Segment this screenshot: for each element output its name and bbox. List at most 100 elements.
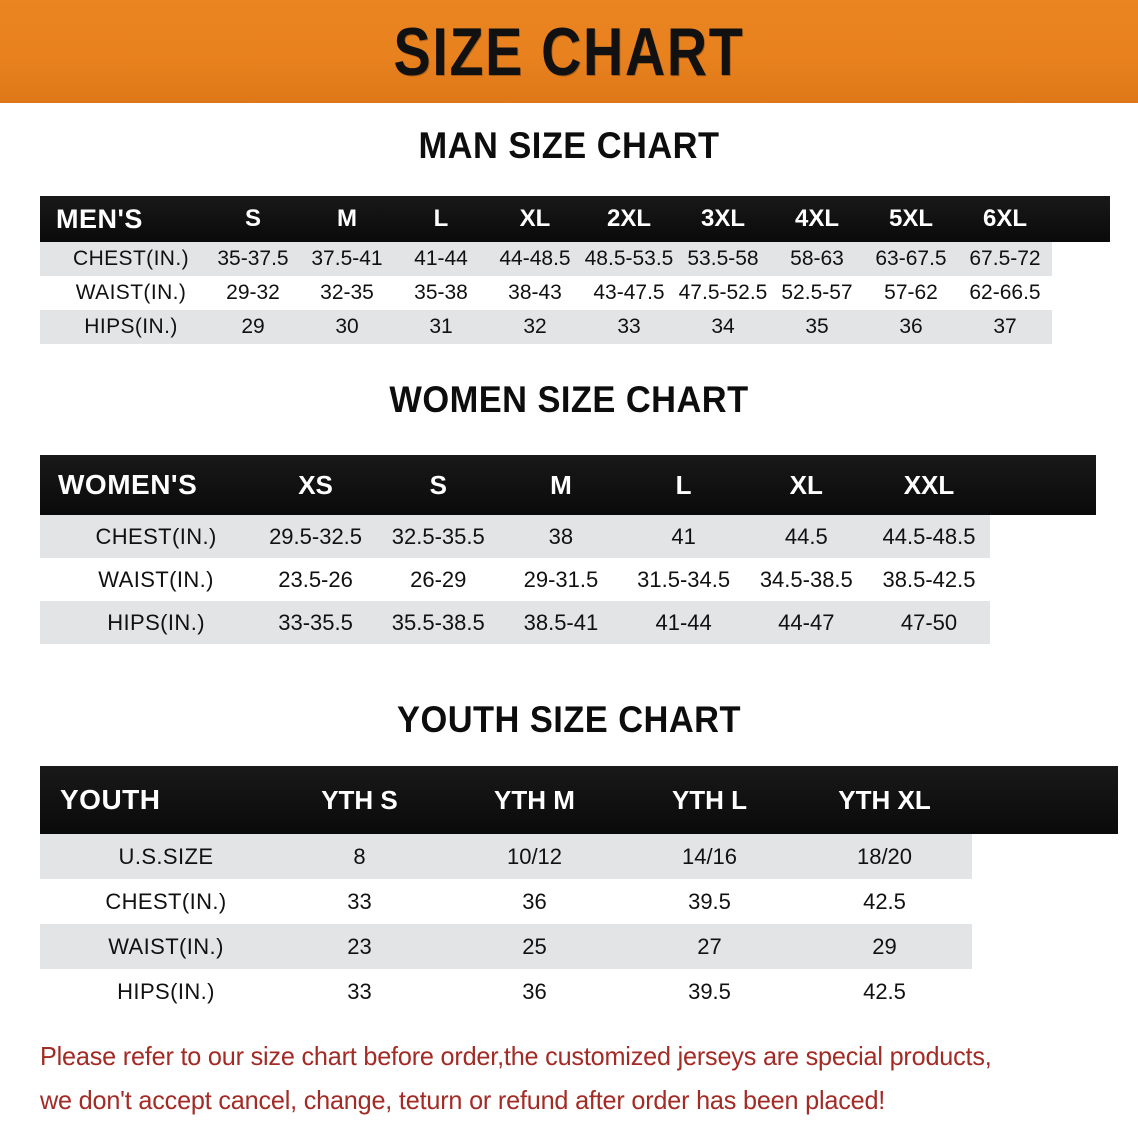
men-hips-2xl: 33 <box>617 315 641 338</box>
women-size-col-xs: XS <box>254 455 377 515</box>
youth-chest-l: 39.5 <box>688 888 731 914</box>
men-size-col-6xl: 6XL <box>958 196 1052 242</box>
women-hips-xxl: 47-50 <box>900 609 958 635</box>
women-chest-tail <box>990 515 1096 558</box>
women-size-table: WOMEN'S XS S M L XL XXL CHEST(IN.) 29.5-… <box>40 455 1096 644</box>
men-size-col-3xl: 3XL <box>676 196 770 242</box>
youth-hips-m: 36 <box>522 978 547 1004</box>
women-hips-m: 38.5-41 <box>523 609 599 635</box>
men-hips-m: 30 <box>335 315 359 338</box>
men-chest-m: 37.5-41 <box>311 247 383 270</box>
men-row-waist-label: WAIST(IN.) <box>75 281 187 304</box>
men-size-table: MEN'S S M L XL 2XL 3XL 4XL 5XL 6XL CHEST… <box>40 196 1110 344</box>
women-hips-l: 41-44 <box>655 609 712 635</box>
women-size-col-xxl: XXL <box>867 455 991 515</box>
women-waist-xs: 23.5-26 <box>278 566 353 592</box>
table-row: HIPS(IN.) 33 36 39.5 42.5 <box>40 969 1118 1014</box>
women-chest-s: 32.5-35.5 <box>391 523 485 549</box>
men-hips-6xl: 37 <box>993 315 1017 338</box>
men-size-col-4xl: 4XL <box>770 196 864 242</box>
men-chest-5xl: 63-67.5 <box>875 247 947 270</box>
women-waist-xxl: 38.5-42.5 <box>882 566 976 592</box>
men-waist-xl: 38-43 <box>508 281 562 304</box>
men-hips-tail <box>1052 310 1110 344</box>
youth-hips-s: 33 <box>347 978 372 1004</box>
women-row-waist-label: WAIST(IN.) <box>98 566 214 592</box>
men-chest-4xl: 58-63 <box>790 247 844 270</box>
men-waist-3xl: 47.5-52.5 <box>678 281 768 304</box>
men-chest-2xl: 48.5-53.5 <box>584 247 674 270</box>
women-chest-l: 41 <box>671 523 696 549</box>
men-hips-3xl: 34 <box>711 315 735 338</box>
youth-hips-l: 39.5 <box>688 978 731 1004</box>
youth-row-waist-label: WAIST(IN.) <box>108 933 224 959</box>
youth-size-col-l: YTH L <box>622 766 797 834</box>
men-hips-l: 31 <box>429 315 453 338</box>
men-waist-2xl: 43-47.5 <box>593 281 665 304</box>
women-waist-xl: 34.5-38.5 <box>759 566 853 592</box>
women-chest-xl: 44.5 <box>784 523 828 549</box>
youth-waist-m: 25 <box>522 933 547 959</box>
youth-header-tail <box>972 766 1118 834</box>
youth-size-col-m: YTH M <box>447 766 622 834</box>
men-header-label: MEN'S <box>40 196 206 242</box>
women-section-title: WOMEN SIZE CHART <box>389 379 749 420</box>
youth-chest-xl: 42.5 <box>863 888 906 914</box>
youth-row-ussize-label: U.S.SIZE <box>118 843 214 869</box>
men-chest-s: 35-37.5 <box>217 247 289 270</box>
youth-table-header-row: YOUTH YTH S YTH M YTH L YTH XL <box>40 766 1118 834</box>
youth-row-chest-label: CHEST(IN.) <box>105 888 227 914</box>
women-chest-xs: 29.5-32.5 <box>269 523 363 549</box>
page-banner: SIZE CHART <box>0 0 1138 103</box>
men-waist-5xl: 57-62 <box>884 281 938 304</box>
women-waist-tail <box>990 558 1096 601</box>
women-chest-xxl: 44.5-48.5 <box>882 523 976 549</box>
men-waist-tail <box>1052 276 1110 310</box>
women-size-col-s: S <box>376 455 500 515</box>
men-hips-5xl: 36 <box>899 315 923 338</box>
youth-chest-tail <box>972 879 1118 924</box>
table-row: HIPS(IN.) 33-35.5 35.5-38.5 38.5-41 41-4… <box>40 601 1096 644</box>
table-row: WAIST(IN.) 23.5-26 26-29 29-31.5 31.5-34… <box>40 558 1096 601</box>
table-row: CHEST(IN.) 29.5-32.5 32.5-35.5 38 41 44.… <box>40 515 1096 558</box>
women-waist-l: 31.5-34.5 <box>637 566 731 592</box>
women-row-hips-label: HIPS(IN.) <box>107 609 205 635</box>
youth-ussize-s: 8 <box>353 843 366 869</box>
men-section-title: MAN SIZE CHART <box>418 125 720 166</box>
women-size-col-l: L <box>622 455 745 515</box>
youth-size-table: YOUTH YTH S YTH M YTH L YTH XL U.S.SIZE … <box>40 766 1118 1014</box>
youth-row-hips-label: HIPS(IN.) <box>117 978 215 1004</box>
men-table-header-row: MEN'S S M L XL 2XL 3XL 4XL 5XL 6XL <box>40 196 1110 242</box>
table-row: HIPS(IN.) 29 30 31 32 33 34 35 36 37 <box>40 310 1110 344</box>
women-hips-xs: 33-35.5 <box>278 609 353 635</box>
youth-hips-tail <box>972 969 1118 1014</box>
youth-chest-m: 36 <box>522 888 547 914</box>
men-waist-l: 35-38 <box>414 281 468 304</box>
men-size-col-l: L <box>394 196 488 242</box>
men-waist-4xl: 52.5-57 <box>781 281 853 304</box>
women-row-chest-label: CHEST(IN.) <box>95 523 217 549</box>
men-row-hips-label: HIPS(IN.) <box>84 315 178 338</box>
youth-chest-s: 33 <box>347 888 372 914</box>
youth-waist-s: 23 <box>347 933 372 959</box>
women-chest-m: 38 <box>548 523 574 549</box>
youth-ussize-xl: 18/20 <box>856 843 913 869</box>
women-size-col-m: M <box>499 455 623 515</box>
women-waist-s: 26-29 <box>410 566 467 592</box>
women-header-tail <box>990 455 1096 515</box>
table-row: CHEST(IN.) 35-37.5 37.5-41 41-44 44-48.5… <box>40 242 1110 276</box>
women-table-header-row: WOMEN'S XS S M L XL XXL <box>40 455 1096 515</box>
table-row: WAIST(IN.) 29-32 32-35 35-38 38-43 43-47… <box>40 276 1110 310</box>
order-policy-line-1: Please refer to our size chart before or… <box>40 1041 992 1071</box>
men-chest-xl: 44-48.5 <box>499 247 571 270</box>
men-hips-4xl: 35 <box>805 315 829 338</box>
youth-size-col-s: YTH S <box>272 766 447 834</box>
women-hips-tail <box>990 601 1096 644</box>
youth-ussize-m: 10/12 <box>506 843 563 869</box>
youth-waist-l: 27 <box>697 933 722 959</box>
men-waist-s: 29-32 <box>226 281 280 304</box>
youth-hips-xl: 42.5 <box>863 978 906 1004</box>
youth-waist-xl: 29 <box>872 933 897 959</box>
women-hips-xl: 44-47 <box>778 609 835 635</box>
